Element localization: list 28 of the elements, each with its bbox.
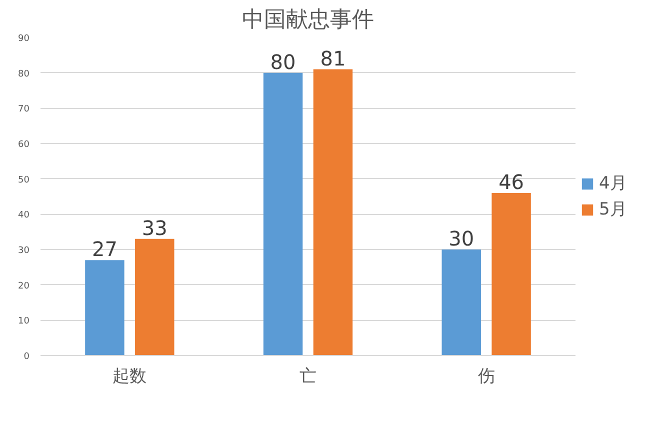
y-tick-label: 80	[18, 69, 30, 80]
data-label: 33	[142, 216, 168, 240]
y-tick-label: 90	[18, 34, 30, 44]
data-label: 81	[320, 46, 346, 70]
bar	[135, 238, 174, 356]
y-tick-label: 40	[18, 210, 30, 221]
y-tick-label: 20	[18, 281, 30, 292]
chart-title: 中国献忠事件	[242, 8, 374, 32]
bar	[313, 69, 353, 356]
data-label: 46	[498, 170, 524, 194]
x-tick-label: 亡	[300, 366, 316, 386]
data-label: 30	[448, 226, 474, 250]
legend-label: 4月	[599, 172, 627, 194]
y-tick-label: 50	[18, 175, 30, 186]
bar	[442, 250, 481, 356]
y-tick-label: 10	[18, 316, 30, 327]
bar	[492, 192, 531, 356]
bar	[85, 260, 124, 356]
data-label: 27	[92, 237, 118, 262]
y-tick-label: 30	[18, 246, 30, 256]
legend-label: 5月	[599, 198, 627, 220]
data-label: 80	[270, 50, 296, 74]
bar	[263, 72, 303, 356]
y-tick-label: 60	[18, 140, 30, 150]
x-tick-label: 伤	[478, 366, 495, 386]
y-tick-label: 0	[24, 352, 30, 362]
y-tick-label: 70	[18, 104, 30, 115]
x-tick-label: 起数	[112, 366, 147, 386]
